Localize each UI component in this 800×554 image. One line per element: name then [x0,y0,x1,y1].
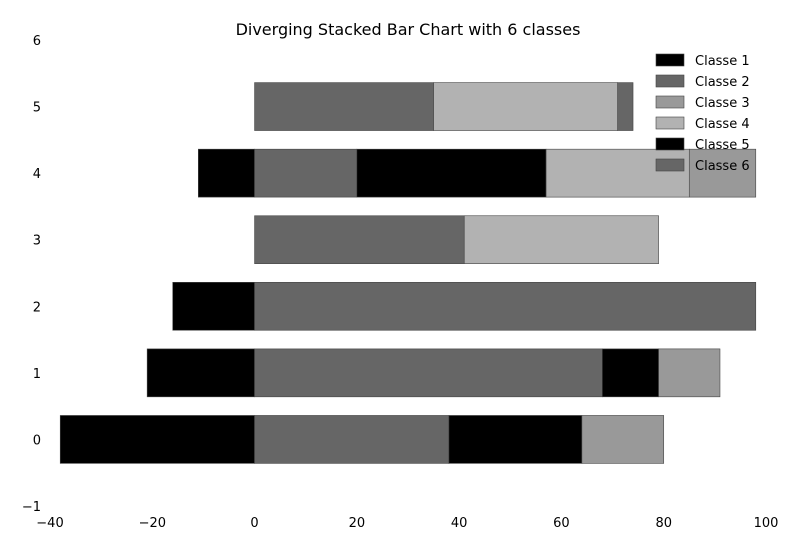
legend-label: Classe 3 [695,96,750,111]
bar-segment-classe-6-row-5 [617,82,634,131]
x-tick-label: 80 [655,516,672,531]
y-tick-label: 3 [33,234,41,249]
bar-segment-classe-3-row-4 [688,148,757,198]
legend: Classe 1 Classe 2 Classe 3 Classe 4 Classe 5… [655,53,750,174]
x-tick-label: 100 [754,516,779,531]
y-tick-label: −1 [22,500,41,515]
legend-label: Classe 6 [695,159,750,174]
bar-segment-classe-1-row-4 [198,148,255,198]
legend-swatch [655,95,685,109]
legend-label: Classe 4 [695,117,750,132]
y-axis-ticks: −1 0 1 2 3 4 5 6 [22,34,41,515]
legend-label: Classe 5 [695,138,750,153]
bar-segment-classe-3-row-1 [658,348,721,398]
y-tick-label: 0 [33,433,41,448]
x-tick-label: 40 [451,516,468,531]
y-tick-label: 4 [33,167,41,182]
bar-segment-classe-2-row-5 [254,82,434,131]
bar-segment-classe-4-row-4 [545,148,690,198]
x-tick-label: −20 [139,516,166,531]
bar-segment-classe-1-row-2 [172,282,255,331]
legend-label: Classe 2 [695,75,750,90]
x-tick-label: 0 [250,516,258,531]
bar-segment-classe-2-row-4 [254,148,358,198]
bar-segment-classe-1-row-1 [146,348,255,398]
x-axis-ticks: −40 −20 0 20 40 60 80 100 [36,516,778,531]
legend-swatch [655,158,685,172]
x-tick-label: −40 [36,516,63,531]
x-tick-label: 20 [349,516,366,531]
legend-label: Classe 1 [695,54,750,69]
legend-swatch [655,53,685,67]
bar-segment-classe-4-row-5 [433,82,618,131]
bar-segment-classe-1-row-0 [59,415,255,464]
bars-group [59,82,757,464]
x-tick-label: 60 [553,516,570,531]
bar-segment-classe-2-row-3 [254,215,465,264]
chart-title: Diverging Stacked Bar Chart with 6 class… [236,20,581,39]
y-tick-label: 1 [33,367,41,382]
bar-segment-classe-2-row-1 [254,348,603,398]
bar-segment-classe-2-row-0 [254,415,450,464]
bar-segment-classe-2-row-2 [254,282,757,331]
bar-segment-classe-3-row-0 [581,415,665,464]
y-tick-label: 5 [33,101,41,116]
legend-swatch [655,116,685,130]
legend-swatch [655,74,685,88]
bar-segment-classe-5-row-0 [448,415,583,464]
y-tick-label: 6 [33,34,41,49]
bar-segment-classe-4-row-3 [463,215,659,264]
legend-swatch [655,137,685,151]
bar-segment-classe-5-row-1 [602,348,659,398]
bar-segment-classe-5-row-4 [356,148,547,198]
y-tick-label: 2 [33,300,41,315]
